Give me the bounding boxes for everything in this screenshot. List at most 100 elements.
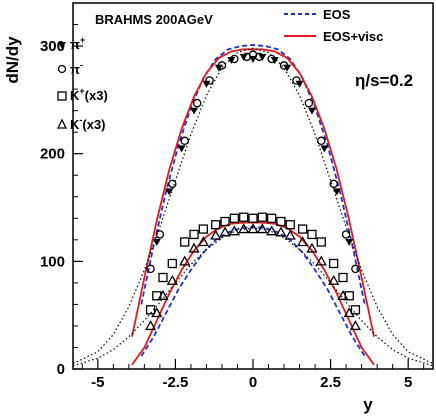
k-x3--point [157,289,169,300]
eos-curve [140,225,366,357]
legend-pi-minus-marker [57,64,67,74]
k-plus-x3--point [180,237,190,247]
legend-k-plus-marker [57,91,67,101]
k-x3--point [188,242,200,253]
k-x3--point [328,274,340,285]
legend-pi-plus-label: π+ [70,35,85,52]
k-plus-x3--point [229,213,240,223]
k-x3--point [337,289,349,300]
--point [180,136,189,146]
k-plus-x3--point [248,213,258,223]
k-x3--point [219,226,231,237]
--point [292,76,301,85]
k-plus-x3--point [189,229,199,240]
k-plus-x3--point [257,212,267,222]
k-x3--point [256,223,268,234]
k-plus-x3--point [167,258,177,269]
k-plus-x3--point [338,272,348,283]
legend-eos-visc-label: EOS+visc [323,29,383,44]
--point [329,179,338,189]
--point [230,54,239,64]
--point [267,54,276,64]
x-tick-label: 2.5 [320,374,341,391]
k-x3--point [284,229,296,240]
line-legend: EOS EOS+visc [284,7,383,44]
x-axis-label: y [363,395,373,414]
-plus-point [332,188,341,196]
legend-k-minus-label: K-(x3) [70,115,106,132]
reference-curve [72,47,434,365]
--point [205,76,214,85]
k-x3--point [266,225,278,236]
--point [304,98,314,108]
-plus-point [320,145,329,153]
k-plus-x3--point [239,212,249,222]
k-plus-x3--point [307,229,317,240]
k-x3--point [144,320,157,331]
reference-curve [72,227,434,367]
legend-k-minus-marker [56,118,68,129]
x-tick-label: -2.5 [162,374,188,391]
k-x3--point [179,255,191,266]
--point [317,136,326,146]
k-plus-x3--point [198,224,208,234]
x-tick-label: 5 [404,374,412,391]
k-plus-x3--point [350,305,361,315]
--point [155,230,165,239]
data-markers [144,50,362,331]
legend-pi-plus-marker [58,42,66,49]
x-tick-label: 0 [249,374,257,391]
-plus-point [190,107,199,115]
k-plus-x3--point [266,213,277,223]
eos-visc-curve [131,221,375,366]
k-x3--point [306,242,318,253]
marker-legend: π+ π- K+(x3) K-(x3) [56,35,108,132]
chart-title: BRAHMS 200AGeV [95,12,213,27]
k-x3--point [297,236,309,247]
x-tick-label: -5 [91,374,104,391]
k-x3--point [166,274,178,285]
k-x3--point [228,225,240,236]
k-x3--point [247,223,259,234]
y-axis-label: dN/dy [3,36,22,84]
k-x3--point [210,229,222,240]
--point [279,61,289,70]
-plus-point [202,80,211,88]
k-x3--point [151,307,163,318]
k-plus-x3--point [211,220,221,230]
-plus-point [345,238,354,246]
k-plus-x3--point [158,272,168,283]
eos-curve [140,44,366,305]
k-plus-x3--point [329,258,339,269]
--point [192,98,202,108]
k-plus-x3--point [220,216,230,227]
k-plus-x3--point [298,224,308,234]
-plus-point [152,238,161,246]
k-x3--point [343,307,355,318]
-plus-point [307,107,316,115]
--point [341,230,351,239]
--point [351,264,360,274]
--point [146,264,155,274]
--point [168,179,177,189]
y-tick-label: 100 [40,253,65,270]
eos-visc-curve [131,48,375,337]
--point [254,52,264,62]
k-plus-x3--point [316,237,326,247]
-plus-point [165,188,174,196]
k-x3--point [197,236,209,247]
k-x3--point [315,255,327,266]
k-plus-x3--point [276,216,286,227]
k-plus-x3--point [145,305,156,315]
k-x3--point [238,223,250,234]
k-plus-x3--point [285,220,295,230]
legend-pi-minus-label: π- [70,60,83,77]
-plus-point [177,145,186,153]
legend-eos-label: EOS [323,7,351,22]
-plus-point [295,80,304,88]
k-x3--point [275,226,287,237]
model-curves [72,44,434,367]
y-tick-label: 0 [57,361,65,378]
y-tick-label: 200 [40,146,65,163]
